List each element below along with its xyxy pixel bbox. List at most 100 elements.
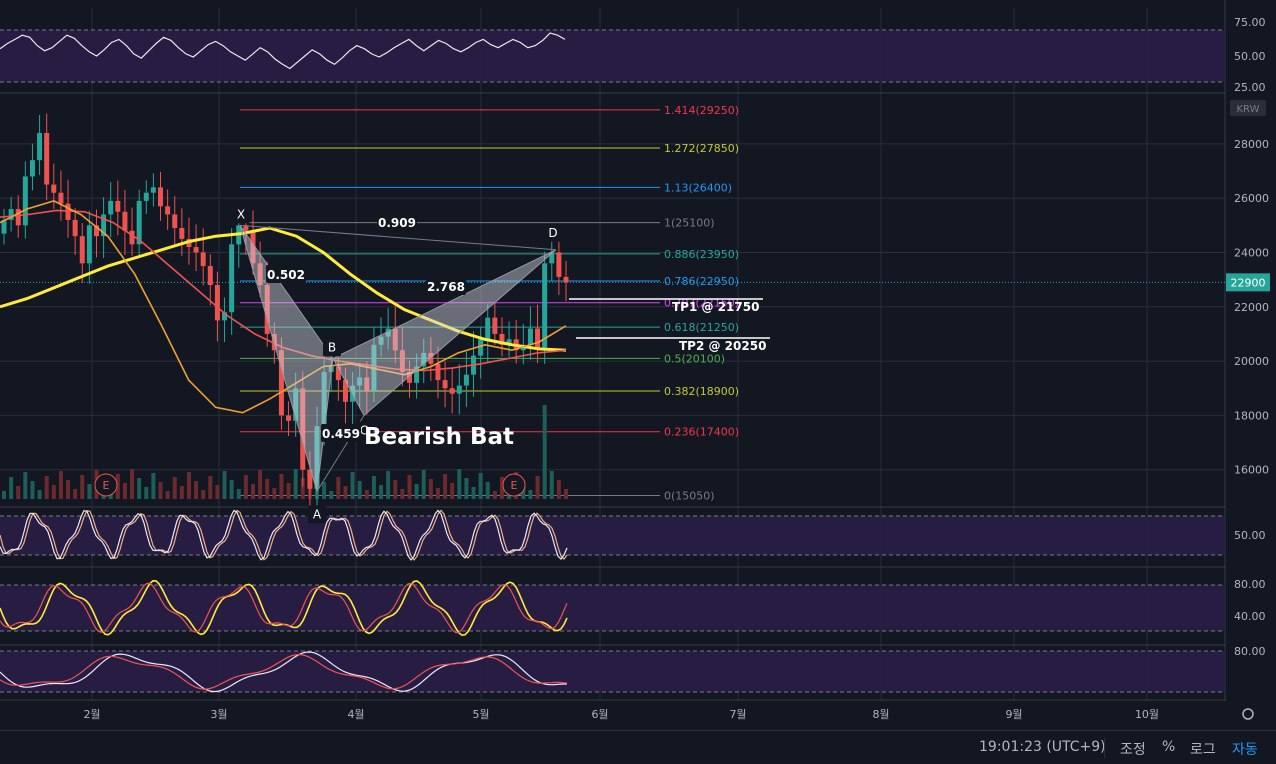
candle-body <box>250 230 256 264</box>
fib-label-0: 0(15050) <box>664 489 715 502</box>
candle-body <box>122 211 128 231</box>
volume-bar <box>379 485 384 499</box>
candle-body <box>222 312 228 321</box>
candle-body <box>406 371 412 383</box>
time-tick: 6월 <box>591 708 608 721</box>
indicator-band <box>0 30 1225 82</box>
fib-label-1: 1(25100) <box>664 217 715 230</box>
volume-bar <box>435 488 440 499</box>
volume-bar <box>478 473 483 499</box>
volume-bar <box>208 476 213 499</box>
candle-body <box>421 352 427 367</box>
time-tick: 5월 <box>472 708 489 721</box>
candle-body <box>1 219 7 234</box>
chart-canvas[interactable]: 1.414(29250) 1.272(27850) 1.13(26400) 1(251… <box>0 0 1276 730</box>
price-axis: 28000 26000 24000 22000 20000 18000 16000 KRW 22… <box>1226 0 1276 730</box>
ma-orange-line <box>0 200 567 414</box>
candle-body <box>499 333 505 345</box>
candle-body <box>101 214 107 237</box>
volume-bar <box>229 480 234 499</box>
candle-body <box>414 366 420 383</box>
candle-body <box>37 133 43 161</box>
volume-bar <box>393 480 398 499</box>
adjust-toggle[interactable]: 조정 <box>1120 742 1146 758</box>
osc3-tick: 80.00 <box>1234 645 1266 658</box>
pattern-name: Bearish Bat <box>364 424 514 450</box>
volume-bar <box>371 476 376 499</box>
candle-body <box>556 252 562 277</box>
osc1-main-line <box>0 509 568 561</box>
candle-body <box>108 200 114 215</box>
pattern-point-bg <box>544 223 562 242</box>
candle-body <box>22 176 28 226</box>
pattern-triangle-bcd <box>332 249 557 417</box>
settings-gear-icon[interactable] <box>1242 708 1254 720</box>
volume-bar <box>87 484 92 499</box>
candle-body <box>271 333 277 351</box>
candle-body <box>449 388 455 394</box>
ma-red-line <box>0 209 567 372</box>
volume-bar <box>66 480 71 499</box>
volume-bar <box>286 483 291 499</box>
candle-body <box>264 285 270 334</box>
volume-bar <box>329 491 334 499</box>
candle-body <box>72 219 78 237</box>
volume-bar <box>485 482 490 499</box>
candle-body <box>51 184 57 193</box>
candle-body <box>229 244 235 313</box>
candle-body <box>535 328 541 348</box>
volume-bar <box>2 491 6 499</box>
volume-bar <box>457 469 462 499</box>
candle-body <box>506 339 512 345</box>
candle-body <box>93 225 99 237</box>
candle-body <box>44 133 50 185</box>
fib-levels: 1.414(29250) 1.272(27850) 1.13(26400) 1(251… <box>0 104 1225 502</box>
volume-bar <box>165 491 170 499</box>
ratio-bg <box>377 213 417 231</box>
volume-bar <box>499 477 504 499</box>
candle-body <box>563 276 569 283</box>
candle-body <box>29 160 35 177</box>
candle-body <box>58 192 64 204</box>
earnings-marker: E <box>511 479 518 492</box>
volume-bar <box>137 478 142 499</box>
time-tick: 7월 <box>729 708 746 721</box>
currency-badge-bg <box>1230 100 1266 116</box>
pattern-ratio: 0.909 <box>378 216 416 230</box>
fib-label-0.786: 0.786(22950) <box>664 275 739 288</box>
volume-bar <box>9 477 14 499</box>
volume-bar <box>564 489 568 499</box>
volume-bar <box>322 482 327 499</box>
auto-toggle[interactable]: 자동 <box>1232 742 1258 758</box>
candle-body <box>527 328 533 345</box>
volume-bar <box>421 470 426 499</box>
candle-body <box>143 192 149 201</box>
osc2-d-line <box>0 582 568 634</box>
volume-bar <box>471 487 476 499</box>
volume-bar <box>535 476 540 499</box>
volume-bar <box>300 478 305 499</box>
candle-body <box>392 328 398 351</box>
log-toggle[interactable]: 로그 <box>1190 742 1216 758</box>
candle-body <box>300 388 306 470</box>
candle-body <box>549 252 555 264</box>
percent-toggle[interactable]: % <box>1162 739 1176 755</box>
volume-bar <box>243 475 248 499</box>
volume-bar <box>386 471 391 499</box>
candle-body <box>357 377 363 386</box>
volume-bar <box>51 485 56 499</box>
volume-bar <box>492 491 497 499</box>
volume-bar <box>179 486 184 499</box>
candle-body <box>399 350 405 372</box>
volume-bar <box>265 479 270 499</box>
volume-bar <box>450 483 455 499</box>
candle-body <box>257 263 263 286</box>
indicator-band <box>0 516 1225 555</box>
volume-bar <box>336 477 341 499</box>
volume-bar <box>258 470 263 499</box>
pattern-ratio: 0.502 <box>267 268 305 282</box>
volume-bar <box>279 474 284 499</box>
volume-bar <box>443 474 448 499</box>
ratio-bg <box>426 277 466 295</box>
